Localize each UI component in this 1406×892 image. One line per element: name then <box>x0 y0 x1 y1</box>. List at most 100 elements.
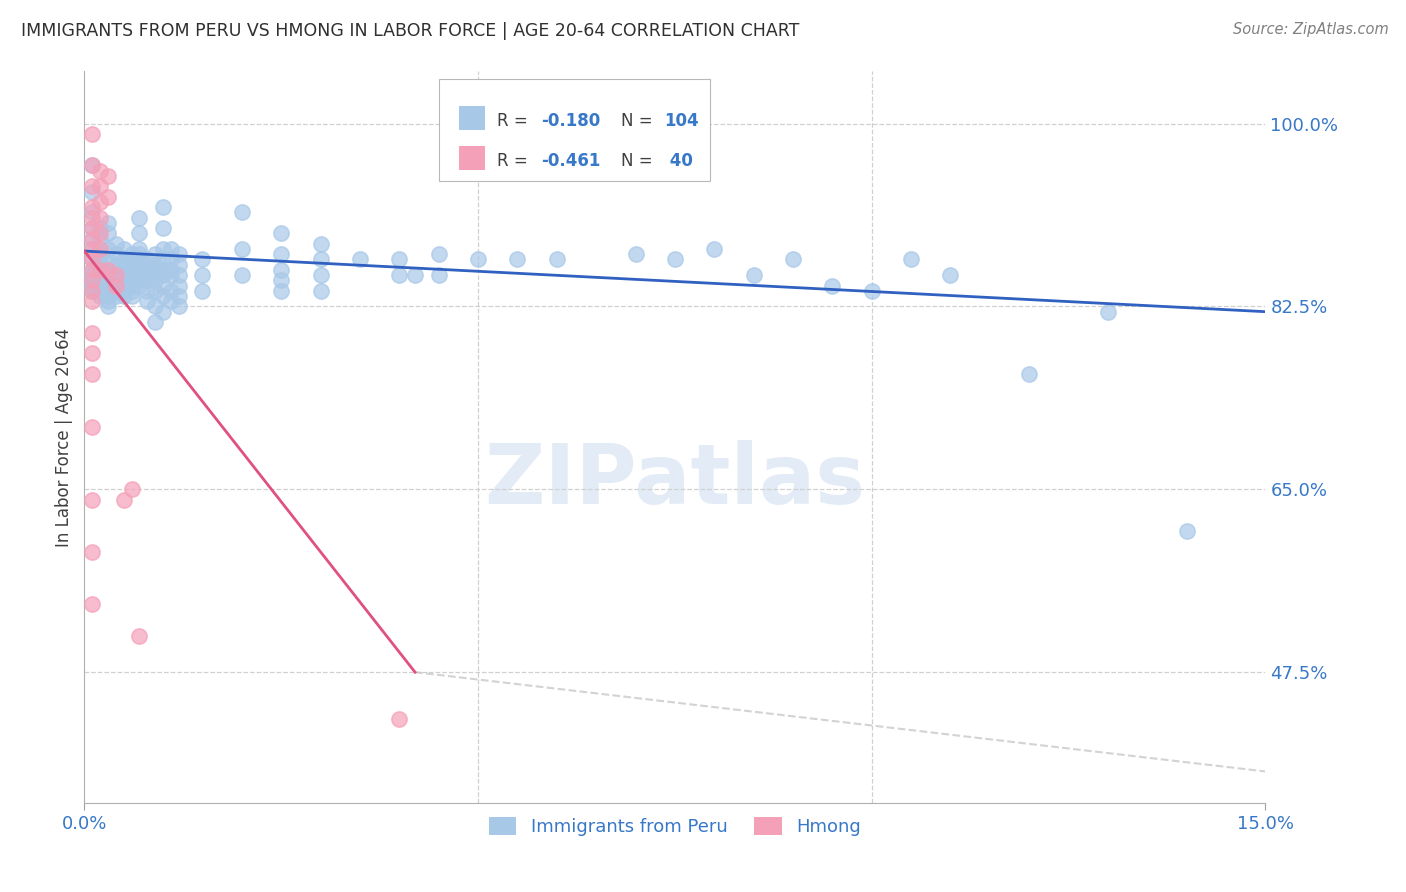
Point <box>82 284 104 298</box>
Point <box>112 258 135 272</box>
Point <box>82 263 104 277</box>
Point <box>104 236 127 251</box>
Point <box>585 127 607 141</box>
Point <box>82 263 104 277</box>
Legend: Immigrants from Peru, Hmong: Immigrants from Peru, Hmong <box>479 807 870 845</box>
Point <box>97 278 120 293</box>
Point <box>82 252 104 267</box>
Point <box>97 300 120 314</box>
Point <box>121 258 143 272</box>
Point <box>1097 304 1119 318</box>
Point <box>152 200 174 214</box>
Text: 104: 104 <box>664 112 699 130</box>
Point <box>270 227 292 241</box>
Point <box>82 346 104 360</box>
Point <box>82 221 104 235</box>
Point <box>136 263 159 277</box>
Point <box>89 231 111 245</box>
Text: ZIPatlas: ZIPatlas <box>485 441 865 522</box>
Point <box>89 252 111 267</box>
Point <box>427 247 450 261</box>
Point <box>104 278 127 293</box>
Point <box>104 278 127 293</box>
Point <box>104 289 127 303</box>
Point <box>270 263 292 277</box>
Point <box>82 273 104 287</box>
Point <box>121 289 143 303</box>
Point <box>89 242 111 256</box>
Point <box>143 284 166 298</box>
Point <box>97 252 120 267</box>
Point <box>104 247 127 261</box>
Point <box>82 231 104 245</box>
Point <box>939 268 962 282</box>
Point <box>112 284 135 298</box>
Point <box>167 268 190 282</box>
Point <box>160 263 183 277</box>
Point <box>82 597 104 611</box>
Text: -0.180: -0.180 <box>541 112 600 130</box>
Text: Source: ZipAtlas.com: Source: ZipAtlas.com <box>1233 22 1389 37</box>
Point <box>82 127 104 141</box>
Point <box>82 492 104 507</box>
Point <box>128 629 150 643</box>
Point <box>112 289 135 303</box>
Text: R =: R = <box>496 112 533 130</box>
Point <box>821 278 844 293</box>
Point <box>143 268 166 282</box>
Point <box>104 273 127 287</box>
Point <box>82 205 104 219</box>
Point <box>97 190 120 204</box>
Point <box>89 242 111 256</box>
Point <box>309 252 332 267</box>
Point <box>270 247 292 261</box>
Point <box>121 273 143 287</box>
Point <box>82 158 104 172</box>
Point <box>167 278 190 293</box>
Point <box>191 284 214 298</box>
Point <box>143 315 166 329</box>
Point <box>82 294 104 309</box>
Point <box>167 300 190 314</box>
Point <box>128 273 150 287</box>
Point <box>742 268 765 282</box>
Point <box>143 300 166 314</box>
Point <box>89 278 111 293</box>
Point <box>128 278 150 293</box>
Point <box>167 289 190 303</box>
Point <box>128 227 150 241</box>
Point <box>136 268 159 282</box>
Point <box>89 284 111 298</box>
Point <box>82 252 104 267</box>
Point <box>82 242 104 256</box>
Point <box>1018 368 1040 382</box>
Point <box>160 294 183 309</box>
Point <box>136 273 159 287</box>
Point <box>112 492 135 507</box>
Bar <box>458 106 485 130</box>
Point <box>121 278 143 293</box>
Point <box>89 163 111 178</box>
Point <box>97 263 120 277</box>
Point <box>128 242 150 256</box>
Point <box>160 252 183 267</box>
Point <box>152 304 174 318</box>
Point <box>160 284 183 298</box>
Point <box>112 273 135 287</box>
Point <box>82 242 104 256</box>
Point <box>89 258 111 272</box>
Point <box>82 284 104 298</box>
Point <box>143 258 166 272</box>
Point <box>89 263 111 277</box>
Point <box>467 252 489 267</box>
Bar <box>458 146 485 170</box>
Point <box>546 252 568 267</box>
Point <box>82 231 104 245</box>
Point <box>82 268 104 282</box>
Point <box>82 545 104 559</box>
Point <box>231 205 253 219</box>
Point <box>167 258 190 272</box>
Point <box>128 247 150 261</box>
Point <box>97 169 120 183</box>
Point <box>121 263 143 277</box>
